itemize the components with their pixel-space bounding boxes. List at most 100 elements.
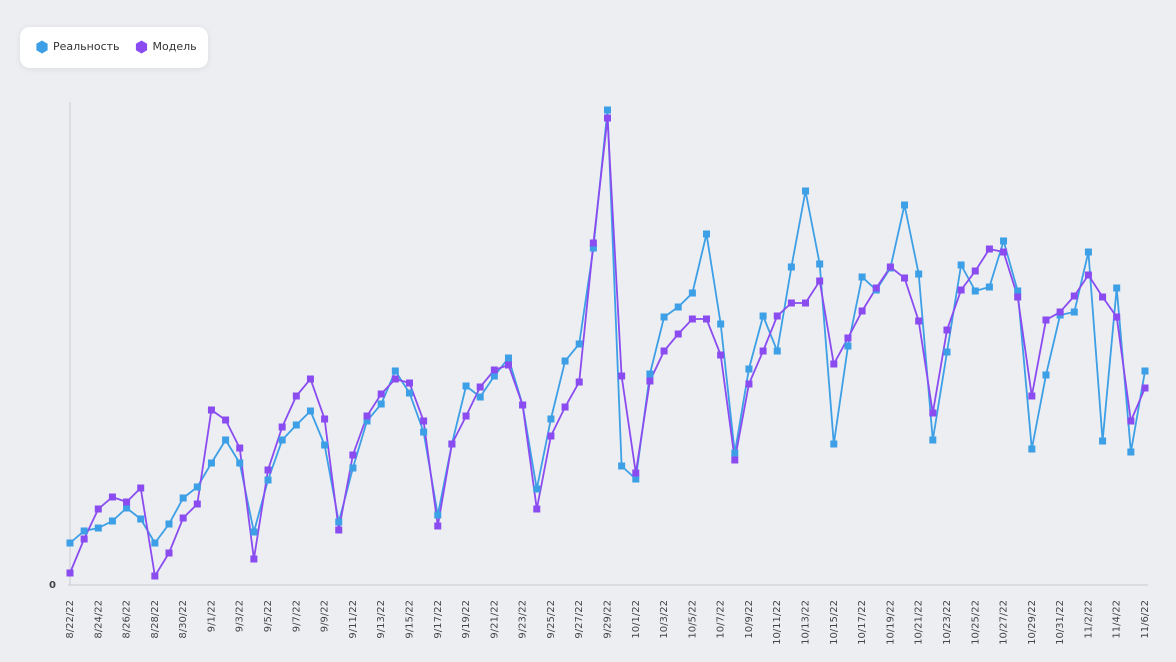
- point: [787, 263, 795, 271]
- point: [943, 348, 951, 356]
- point: [179, 514, 187, 522]
- point: [872, 284, 880, 292]
- point: [1141, 384, 1149, 392]
- point: [391, 375, 399, 383]
- x-tick-label: 11/4/22: [1112, 600, 1123, 639]
- x-tick-label: 11/2/22: [1083, 600, 1094, 639]
- x-tick-label: 9/19/22: [461, 600, 472, 639]
- point: [802, 299, 810, 307]
- point: [830, 360, 838, 368]
- point: [292, 392, 300, 400]
- point: [901, 274, 909, 282]
- point: [222, 416, 230, 424]
- point: [108, 517, 116, 525]
- point: [151, 539, 159, 547]
- legend-box: [20, 27, 208, 68]
- point: [547, 415, 555, 423]
- x-tick-label: 10/5/22: [687, 600, 698, 639]
- point: [561, 357, 569, 365]
- x-tick-label: 9/7/22: [291, 600, 302, 632]
- point: [816, 260, 824, 268]
- point: [688, 315, 696, 323]
- point: [335, 518, 343, 526]
- point: [363, 412, 371, 420]
- point: [915, 317, 923, 325]
- point: [858, 307, 866, 315]
- point: [929, 409, 937, 417]
- x-tick-label: 9/13/22: [376, 600, 387, 639]
- point: [377, 400, 385, 408]
- point: [1028, 445, 1036, 453]
- point: [66, 569, 74, 577]
- point: [646, 377, 654, 385]
- point: [660, 347, 668, 355]
- point: [335, 526, 343, 534]
- point: [278, 436, 286, 444]
- point: [604, 106, 611, 114]
- series-line: [69, 117, 1146, 579]
- point: [773, 312, 781, 320]
- point: [604, 114, 611, 122]
- point: [632, 469, 640, 477]
- point: [1028, 392, 1036, 400]
- point: [462, 412, 470, 420]
- point: [618, 372, 626, 380]
- point: [943, 326, 951, 334]
- point: [420, 417, 428, 425]
- point: [1056, 308, 1064, 316]
- point: [717, 351, 725, 359]
- point: [321, 441, 329, 449]
- point: [278, 423, 286, 431]
- point: [250, 555, 258, 563]
- point: [165, 520, 173, 528]
- point: [703, 230, 711, 238]
- point: [731, 456, 739, 464]
- point: [1084, 271, 1092, 279]
- point: [745, 380, 753, 388]
- point: [1141, 367, 1149, 375]
- point: [434, 511, 442, 519]
- x-tick-label: 9/11/22: [348, 600, 359, 639]
- point: [646, 370, 654, 378]
- point: [971, 287, 979, 295]
- point: [802, 187, 810, 195]
- point: [1099, 293, 1107, 301]
- point: [1000, 248, 1008, 256]
- point: [193, 500, 201, 508]
- point: [731, 449, 739, 457]
- x-tick-label: 9/3/22: [235, 600, 246, 632]
- point: [589, 244, 597, 252]
- point: [391, 367, 399, 375]
- point: [94, 524, 102, 532]
- point: [830, 440, 838, 448]
- point: [151, 572, 159, 580]
- point: [1042, 316, 1050, 324]
- point: [137, 515, 145, 523]
- point: [589, 239, 597, 247]
- point: [1127, 448, 1135, 456]
- point: [759, 312, 767, 320]
- point: [1127, 417, 1135, 425]
- x-tick-label: 10/27/22: [999, 600, 1010, 645]
- point: [717, 320, 725, 328]
- point: [292, 421, 300, 429]
- point: [94, 505, 102, 513]
- point: [490, 366, 498, 374]
- x-tick-label: 9/23/22: [518, 600, 529, 639]
- point: [858, 273, 866, 281]
- x-tick-label: 9/25/22: [546, 600, 557, 639]
- x-tick-label: 10/21/22: [914, 600, 925, 645]
- point: [674, 330, 682, 338]
- point: [985, 245, 993, 253]
- x-tick-label: 9/29/22: [603, 600, 614, 639]
- point: [915, 270, 923, 278]
- x-tick-label: 11/6/22: [1140, 600, 1151, 639]
- point: [1070, 308, 1078, 316]
- x-tick-label: 10/13/22: [801, 600, 812, 645]
- point: [306, 407, 314, 415]
- x-tick-label: 10/29/22: [1027, 600, 1038, 645]
- point: [66, 539, 74, 547]
- point: [957, 261, 965, 269]
- x-tick-label: 9/1/22: [206, 600, 217, 632]
